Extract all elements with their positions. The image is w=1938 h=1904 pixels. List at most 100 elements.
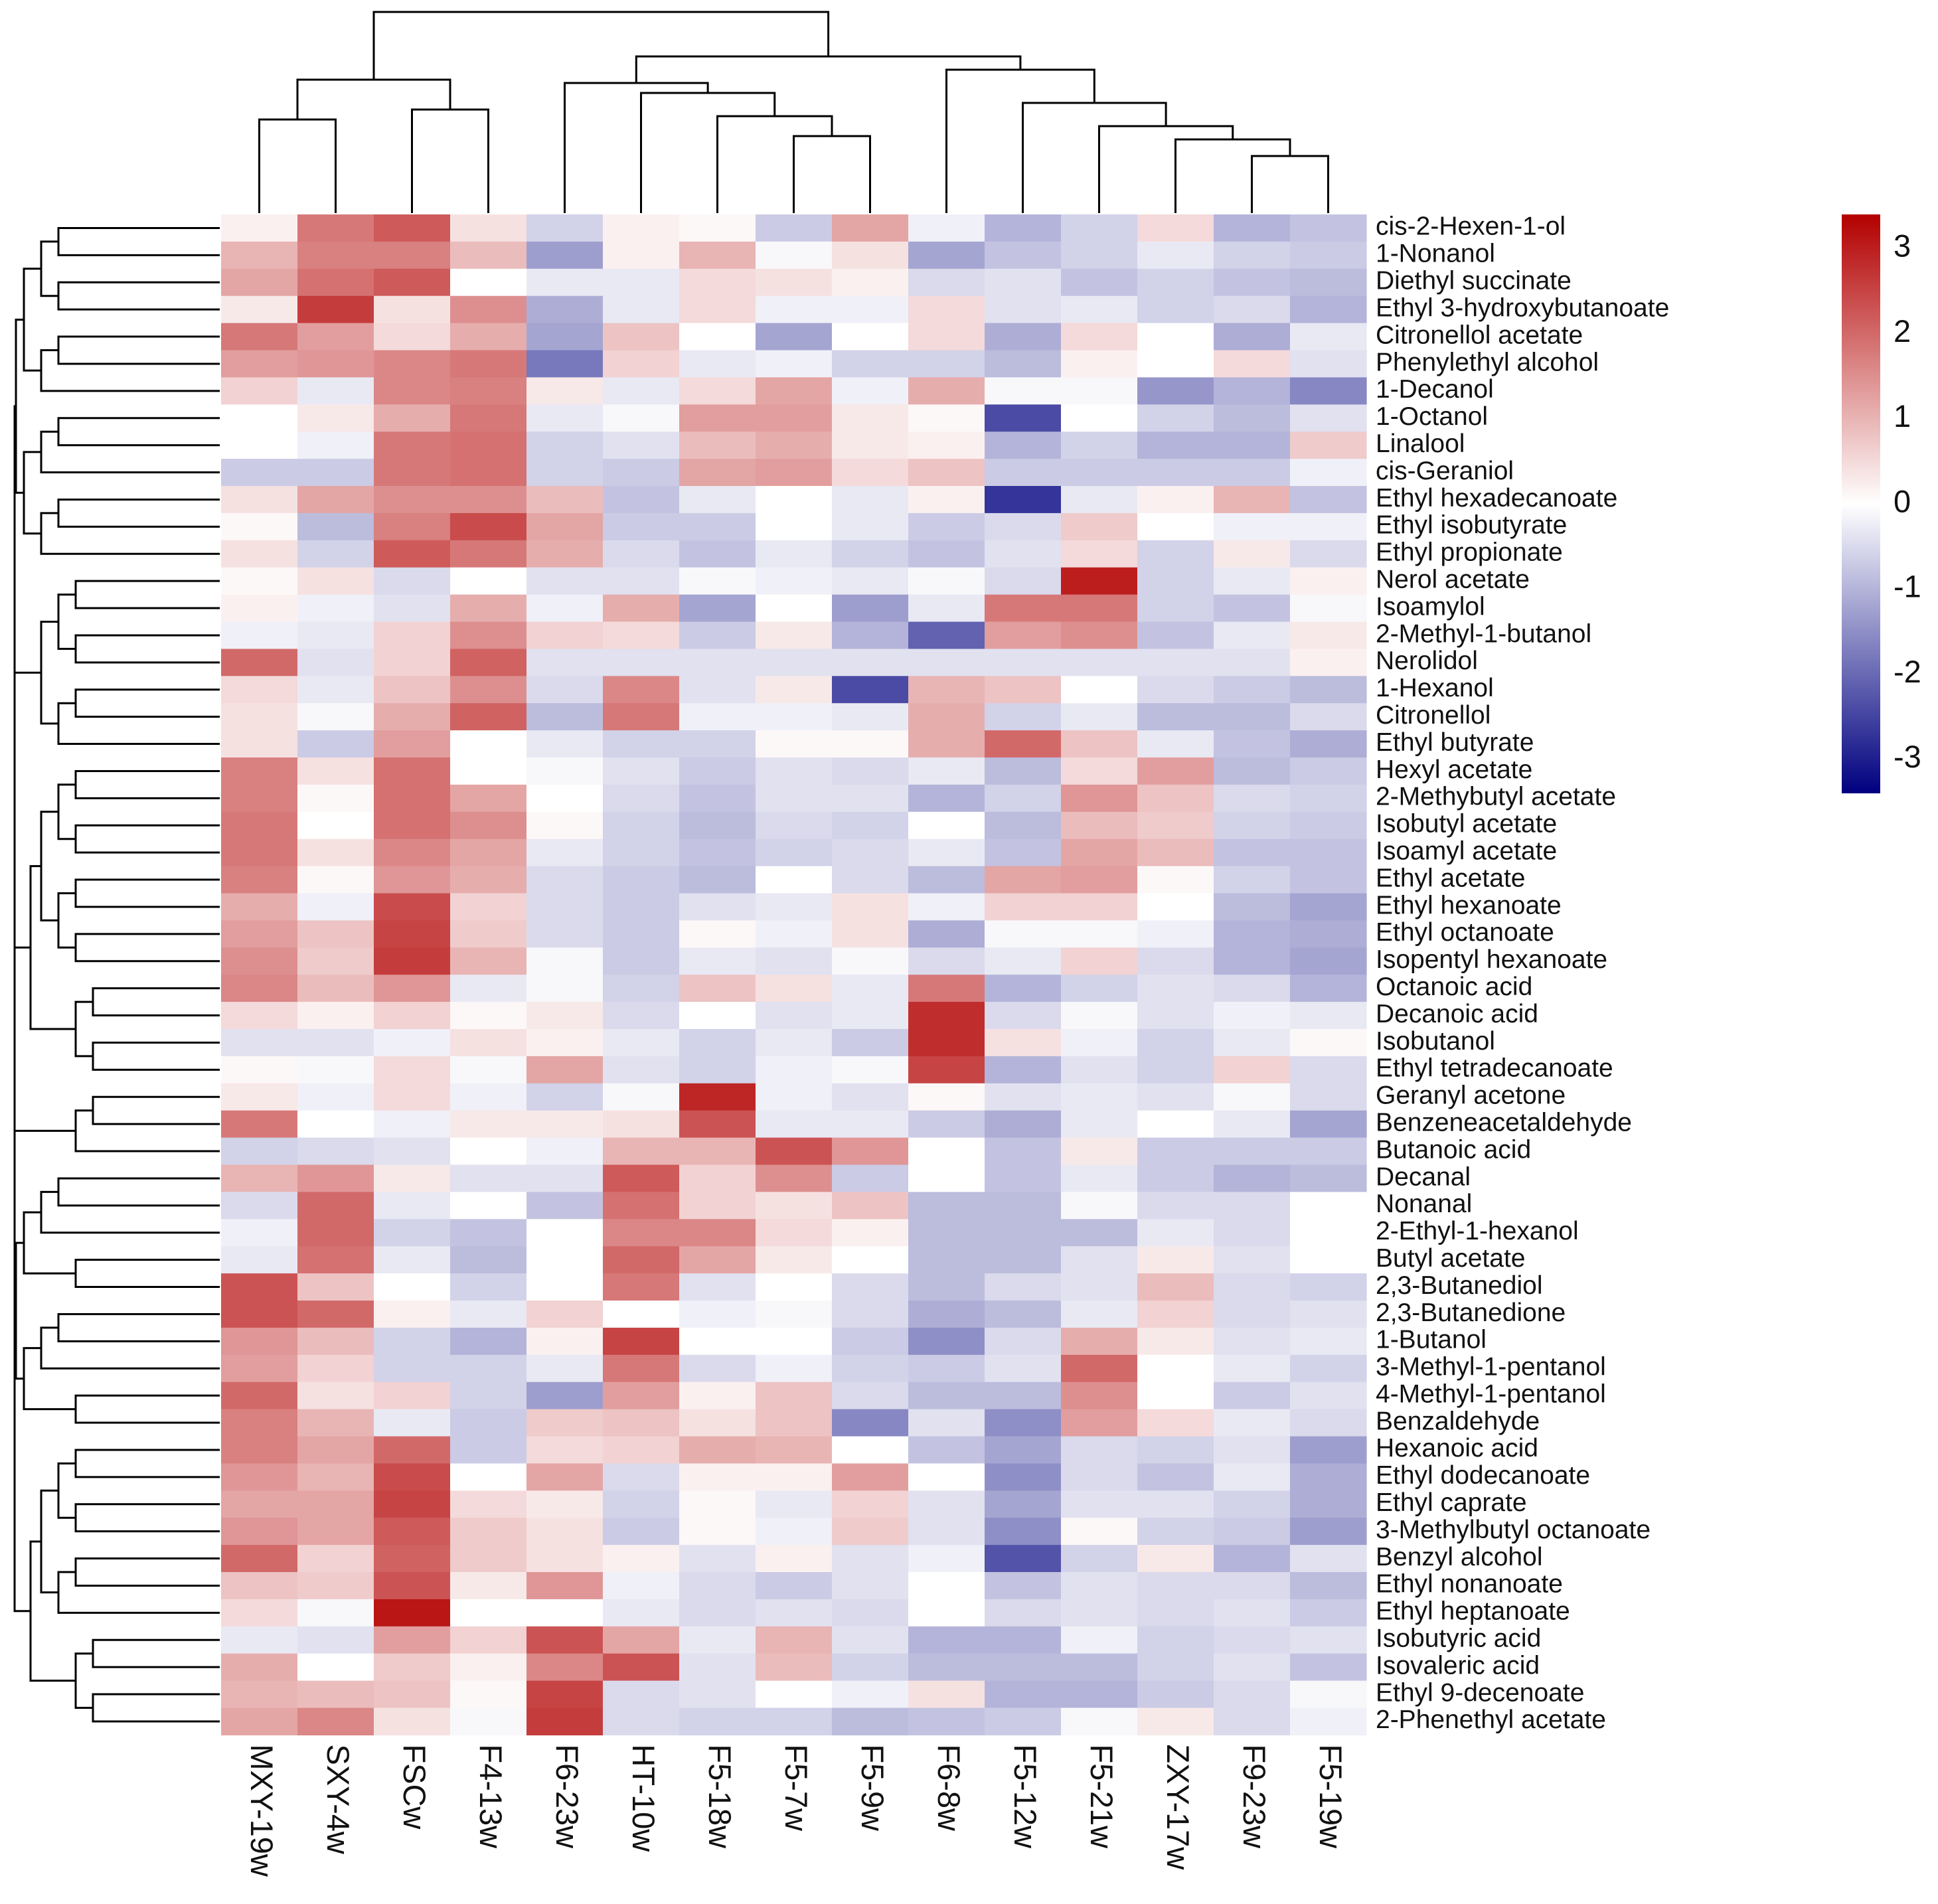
- heatmap-cell: [908, 594, 985, 623]
- heatmap-cell: [1137, 404, 1214, 432]
- heatmap-cell: [756, 757, 833, 785]
- heatmap-cell: [1061, 1137, 1138, 1166]
- dendrogram-branch: [23, 451, 41, 535]
- heatmap-cell: [985, 1137, 1062, 1166]
- heatmap-cell: [526, 975, 604, 1002]
- heatmap-cell: [679, 621, 756, 649]
- heatmap-cell: [603, 1572, 680, 1600]
- heatmap-cell: [374, 866, 451, 894]
- heatmap-cell: [832, 540, 909, 568]
- heatmap-cell: [1290, 1599, 1367, 1627]
- heatmap-cell: [1061, 1354, 1138, 1383]
- heatmap-cell: [374, 1436, 451, 1464]
- heatmap-cell: [297, 594, 374, 623]
- heatmap-cell: [450, 1409, 527, 1437]
- row-label: Ethyl butyrate: [1376, 728, 1534, 757]
- heatmap-cell: [832, 838, 909, 867]
- heatmap-cell: [603, 1436, 680, 1464]
- heatmap-cell: [756, 1382, 833, 1410]
- heatmap-cell: [985, 1164, 1062, 1192]
- heatmap-cell: [908, 1137, 985, 1166]
- heatmap-cell: [1061, 1192, 1138, 1220]
- row-label: Nerol acetate: [1376, 565, 1530, 594]
- dendrogram-branch: [40, 1326, 220, 1370]
- heatmap-cell: [756, 350, 833, 378]
- heatmap-cell: [908, 1599, 985, 1627]
- heatmap-cell: [832, 1219, 909, 1247]
- row-label: Butyl acetate: [1376, 1244, 1525, 1273]
- heatmap-cell: [679, 1002, 756, 1030]
- column-label: HT-10w: [626, 1744, 661, 1852]
- heatmap-cell: [221, 676, 298, 704]
- row-label: Ethyl caprate: [1376, 1488, 1527, 1517]
- heatmap-cell: [908, 1382, 985, 1410]
- heatmap-cell: [1214, 1164, 1291, 1192]
- heatmap-cell: [221, 893, 298, 921]
- heatmap-cell: [1061, 459, 1138, 487]
- heatmap-cell: [221, 1273, 298, 1301]
- heatmap-cell: [1214, 920, 1291, 948]
- heatmap-cell: [297, 784, 374, 813]
- heatmap-cell: [985, 784, 1062, 813]
- heatmap-cell: [756, 1083, 833, 1111]
- heatmap-cell: [450, 703, 527, 731]
- dendrogram-branch: [640, 92, 776, 213]
- heatmap-cell: [1137, 811, 1214, 840]
- heatmap-cell: [1290, 1354, 1367, 1383]
- heatmap-cell: [679, 377, 756, 405]
- heatmap-cell: [832, 866, 909, 894]
- heatmap-cell: [603, 377, 680, 405]
- heatmap-cell: [1061, 1463, 1138, 1491]
- heatmap-cell: [221, 1029, 298, 1057]
- heatmap-cell: [1290, 649, 1367, 676]
- heatmap-cell: [1214, 1626, 1291, 1654]
- row-label: Hexanoic acid: [1376, 1434, 1538, 1463]
- heatmap-cell: [221, 1246, 298, 1274]
- heatmap-cell: [1137, 1083, 1214, 1111]
- heatmap-cell: [221, 1436, 298, 1464]
- heatmap-cell: [297, 866, 374, 894]
- legend-tick-label: 2: [1894, 313, 1911, 349]
- heatmap-cell: [679, 920, 756, 948]
- heatmap-cell: [1061, 241, 1138, 270]
- heatmap-cell: [1290, 1436, 1367, 1464]
- heatmap-cell: [985, 1409, 1062, 1437]
- heatmap-cell: [450, 1164, 527, 1192]
- heatmap-cell: [297, 1382, 374, 1410]
- heatmap-cell: [679, 784, 756, 813]
- dendrogram-branch: [57, 892, 76, 949]
- heatmap-cell: [603, 513, 680, 541]
- heatmap-cell: [374, 1626, 451, 1654]
- dendrogram-branch: [74, 1394, 220, 1424]
- heatmap-cell: [1061, 268, 1138, 297]
- heatmap-cell: [985, 621, 1062, 649]
- heatmap-cell: [832, 1626, 909, 1654]
- heatmap-cell: [832, 1463, 909, 1491]
- heatmap-cell: [221, 1219, 298, 1247]
- dendrogram-branch: [74, 634, 220, 664]
- heatmap-cell: [832, 1409, 909, 1437]
- heatmap-cell: [756, 1002, 833, 1030]
- heatmap-cell: [526, 241, 604, 270]
- heatmap-cell: [603, 1192, 680, 1220]
- row-label: Hexyl acetate: [1376, 755, 1532, 784]
- heatmap-cell: [1061, 1409, 1138, 1437]
- heatmap-cell: [526, 1301, 604, 1328]
- dendrogram-branch: [13, 1220, 31, 1613]
- heatmap-cell: [450, 459, 527, 487]
- column-label: F6-23w: [550, 1744, 585, 1849]
- heatmap-cell: [221, 1002, 298, 1030]
- heatmap-cell: [526, 1707, 604, 1735]
- dendrogram-branch: [92, 1638, 220, 1668]
- heatmap-cell: [1137, 730, 1214, 758]
- heatmap-cell: [374, 838, 451, 867]
- heatmap-cell: [679, 241, 756, 270]
- heatmap-cell: [450, 1436, 527, 1464]
- heatmap-cell: [1214, 1490, 1291, 1518]
- heatmap-cell: [1137, 1626, 1214, 1654]
- heatmap-cell: [1214, 404, 1291, 432]
- heatmap-cell: [1061, 1599, 1138, 1627]
- heatmap-cell: [679, 1653, 756, 1682]
- heatmap-cell: [603, 540, 680, 568]
